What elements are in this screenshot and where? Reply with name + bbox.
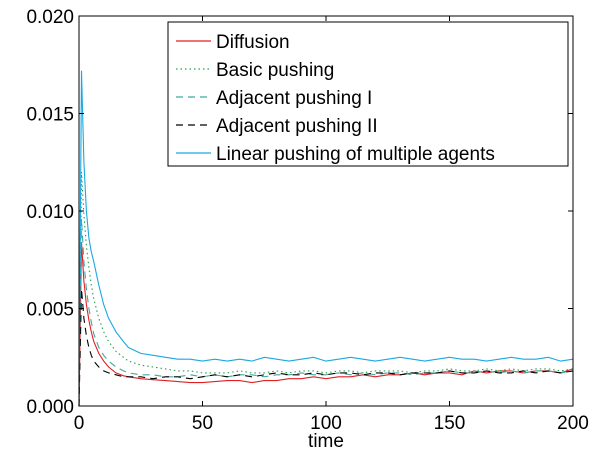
legend-label-adjacent-pushing-2: Adjacent pushing II (216, 116, 378, 137)
y-tick-label: 0.000 (26, 397, 74, 418)
legend-label-diffusion: Diffusion (216, 32, 290, 53)
series-adjacent-pushing-1 (78, 218, 574, 407)
y-tick-label: 0.020 (26, 7, 74, 28)
legend: Diffusion Basic pushing Adjacent pushing… (167, 21, 569, 167)
legend-label-basic-pushing: Basic pushing (216, 60, 334, 81)
x-tick-label: 150 (434, 413, 466, 434)
x-tick-labels: 0 50 100 150 200 (74, 413, 589, 434)
legend-label-adjacent-pushing-1: Adjacent pushing I (216, 88, 372, 109)
y-tick-label: 0.010 (26, 202, 74, 223)
series-adjacent-pushing-2 (78, 288, 574, 407)
y-tick-label: 0.005 (26, 300, 74, 321)
ticks-layer (78, 15, 574, 407)
x-tick-label: 50 (192, 413, 213, 434)
legend-swatches (176, 40, 211, 154)
x-axis-label: time (308, 431, 344, 452)
legend-label-linear-pushing: Linear pushing of multiple agents (216, 144, 495, 165)
legend-box (167, 21, 569, 167)
x-tick-label: 0 (74, 413, 85, 434)
series-layer (78, 70, 574, 407)
x-tick-label: 100 (310, 413, 342, 434)
y-tick-label: 0.015 (26, 105, 74, 126)
series-linear-pushing (78, 70, 574, 407)
x-tick-label: 200 (557, 413, 589, 434)
series-basic-pushing (78, 171, 574, 407)
y-tick-labels: 0.000 0.005 0.010 0.015 0.020 (26, 7, 74, 418)
